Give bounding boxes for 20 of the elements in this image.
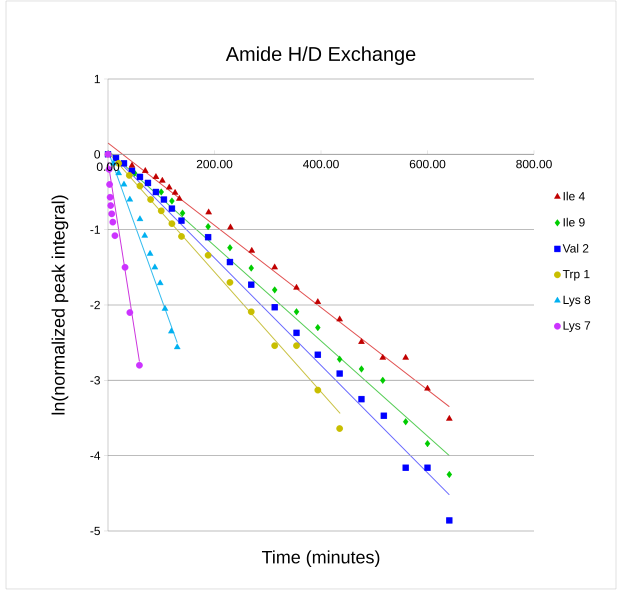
legend-label: Ile 4 bbox=[564, 192, 585, 200]
y-tick-label: -3 bbox=[90, 376, 100, 385]
x-axis-title: Time (minutes) bbox=[262, 550, 380, 568]
legend-label: Lys 8 bbox=[564, 296, 590, 306]
legend-label: Val 2 bbox=[562, 244, 588, 253]
legend-label: Lys 7 bbox=[564, 321, 590, 332]
y-tick-label: -1 bbox=[90, 226, 100, 234]
legend-label: Trp 1 bbox=[562, 270, 590, 281]
y-tick-label: -4 bbox=[90, 452, 100, 460]
y-tick-label: 1 bbox=[94, 74, 100, 84]
chart-title: Amide H/D Exchange bbox=[226, 46, 416, 65]
legend-label: Ile 9 bbox=[564, 218, 585, 227]
x-tick-label: 600.00 bbox=[410, 160, 446, 168]
y-tick-label: -2 bbox=[90, 300, 100, 310]
x-tick-label: 800.00 bbox=[516, 160, 552, 168]
y-axis-title: ln(normalized peak integral) bbox=[52, 196, 68, 414]
x-tick-label: 200.00 bbox=[196, 160, 232, 168]
x-tick-label: 400.00 bbox=[303, 160, 339, 168]
y-tick-label: -5 bbox=[90, 526, 100, 536]
y-tick-label: 0 bbox=[94, 150, 100, 159]
